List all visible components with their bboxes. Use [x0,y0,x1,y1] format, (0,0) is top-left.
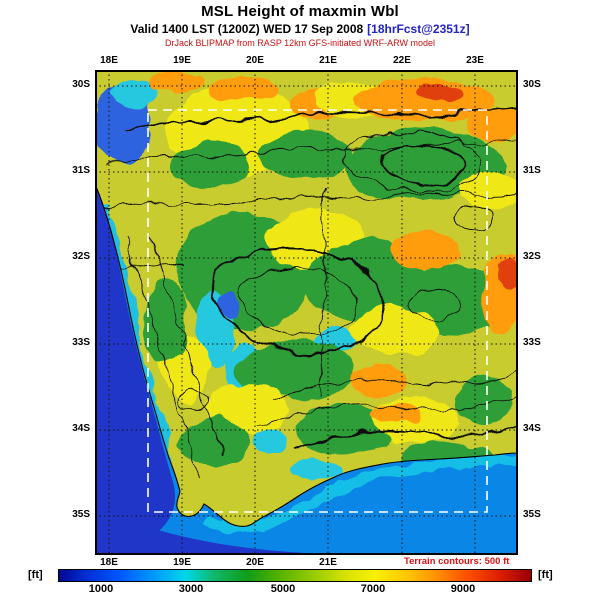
lat-label-right-32s: 32S [523,251,541,262]
colorbar-tick-3000: 3000 [178,583,204,595]
lat-label-right-35s: 35S [523,509,541,520]
lon-label-top-19e: 19E [173,55,191,66]
lon-label-bottom-18e: 18E [100,557,118,568]
lat-label-left-32s: 32S [72,251,90,262]
map-panel [95,70,518,555]
land-layer [95,70,518,527]
lon-label-bottom-19e: 19E [173,557,191,568]
page-title: MSL Height of maxmin Wbl [201,3,399,20]
model-domain-box [147,109,488,513]
lon-label-bottom-21e: 21E [319,557,337,568]
terrain-color-patches [95,72,518,480]
forecast-offset-text: [18hrFcst@2351z] [367,22,470,36]
lat-label-left-31s: 31S [72,165,90,176]
lon-label-top-18e: 18E [100,55,118,66]
colorbar-tick-7000: 7000 [360,583,386,595]
lon-label-top-22e: 22E [393,55,411,66]
contour-map [95,70,518,555]
lat-label-left-33s: 33S [72,337,90,348]
lat-label-right-30s: 30S [523,79,541,90]
lon-label-bottom-20e: 20E [246,557,264,568]
lon-label-top-23e: 23E [466,55,484,66]
lat-label-left-34s: 34S [72,423,90,434]
lat-label-left-30s: 30S [72,79,90,90]
lat-label-right-31s: 31S [523,165,541,176]
valid-time-text: Valid 1400 LST (1200Z) WED 17 Sep 2008 [130,22,364,36]
valid-time-line: Valid 1400 LST (1200Z) WED 17 Sep 2008 [1… [0,22,600,36]
colorbar-unit-right: [ft] [538,569,553,581]
lat-label-right-33s: 33S [523,337,541,348]
lon-label-top-20e: 20E [246,55,264,66]
lat-label-right-34s: 34S [523,423,541,434]
lon-label-top-21e: 21E [319,55,337,66]
colorbar-tick-5000: 5000 [270,583,296,595]
terrain-contours-note: Terrain contours: 500 ft [404,556,510,567]
lat-label-left-35s: 35S [72,509,90,520]
colorbar-tick-1000: 1000 [88,583,114,595]
colorbar-gradient [58,569,532,582]
graticule-grid [95,70,518,555]
terrain-contour-lines [95,107,518,481]
colorbar-tick-9000: 9000 [450,583,476,595]
map-frame [95,70,518,555]
colorbar-unit-left: [ft] [28,569,43,581]
model-attribution: DrJack BLIPMAP from RASP 12km GFS-initia… [164,38,436,48]
